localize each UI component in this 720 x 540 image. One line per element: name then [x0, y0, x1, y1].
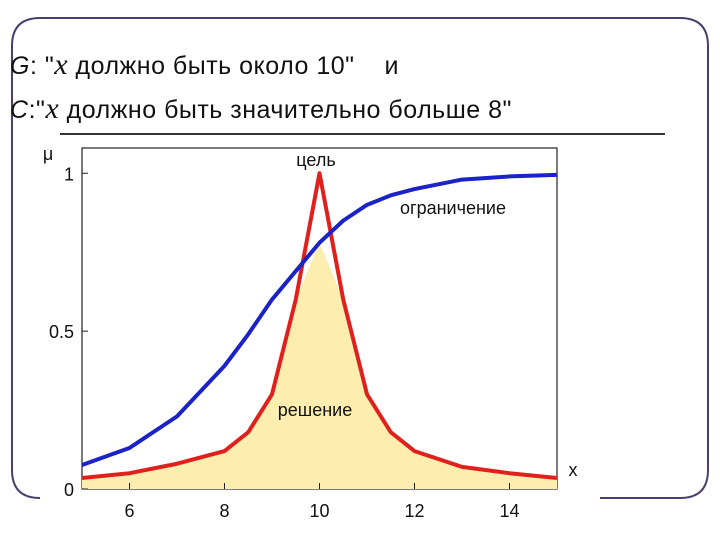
heading-prefix: G [10, 52, 30, 80]
heading-line: G: "x должно быть около 10" и [10, 48, 399, 82]
heading-text: : " [29, 52, 55, 80]
series-line [81, 172, 558, 467]
heading-var: x [45, 92, 60, 125]
heading-text: и [384, 52, 399, 80]
x-tick-label: 14 [499, 501, 519, 521]
slide-frame [11, 17, 709, 499]
area-label: решение [278, 400, 352, 420]
x-tick-label: 6 [124, 501, 134, 521]
series-label: цель [296, 150, 335, 170]
series-line [81, 171, 558, 480]
y-tick-label: 0.5 [49, 322, 74, 342]
solution-area [82, 242, 557, 489]
heading-prefix: C [10, 96, 29, 124]
x-tick-label: 8 [219, 501, 229, 521]
heading-text: :" [28, 96, 46, 124]
x-axis-label: x [569, 460, 578, 480]
x-tick-label: 10 [309, 501, 329, 521]
heading-text: должно быть значительно больше 8" [59, 96, 512, 124]
series-label: ограничение [400, 198, 506, 218]
x-tick-label: 12 [404, 501, 424, 521]
heading-text: должно быть около 10" [68, 52, 355, 80]
heading-line: C:"x должно быть значительно больше 8" [10, 92, 512, 126]
heading-var: x [54, 48, 69, 81]
y-tick-label: 1 [64, 164, 74, 184]
y-tick-label: 0 [64, 480, 74, 500]
y-axis-label: μ [43, 144, 53, 164]
